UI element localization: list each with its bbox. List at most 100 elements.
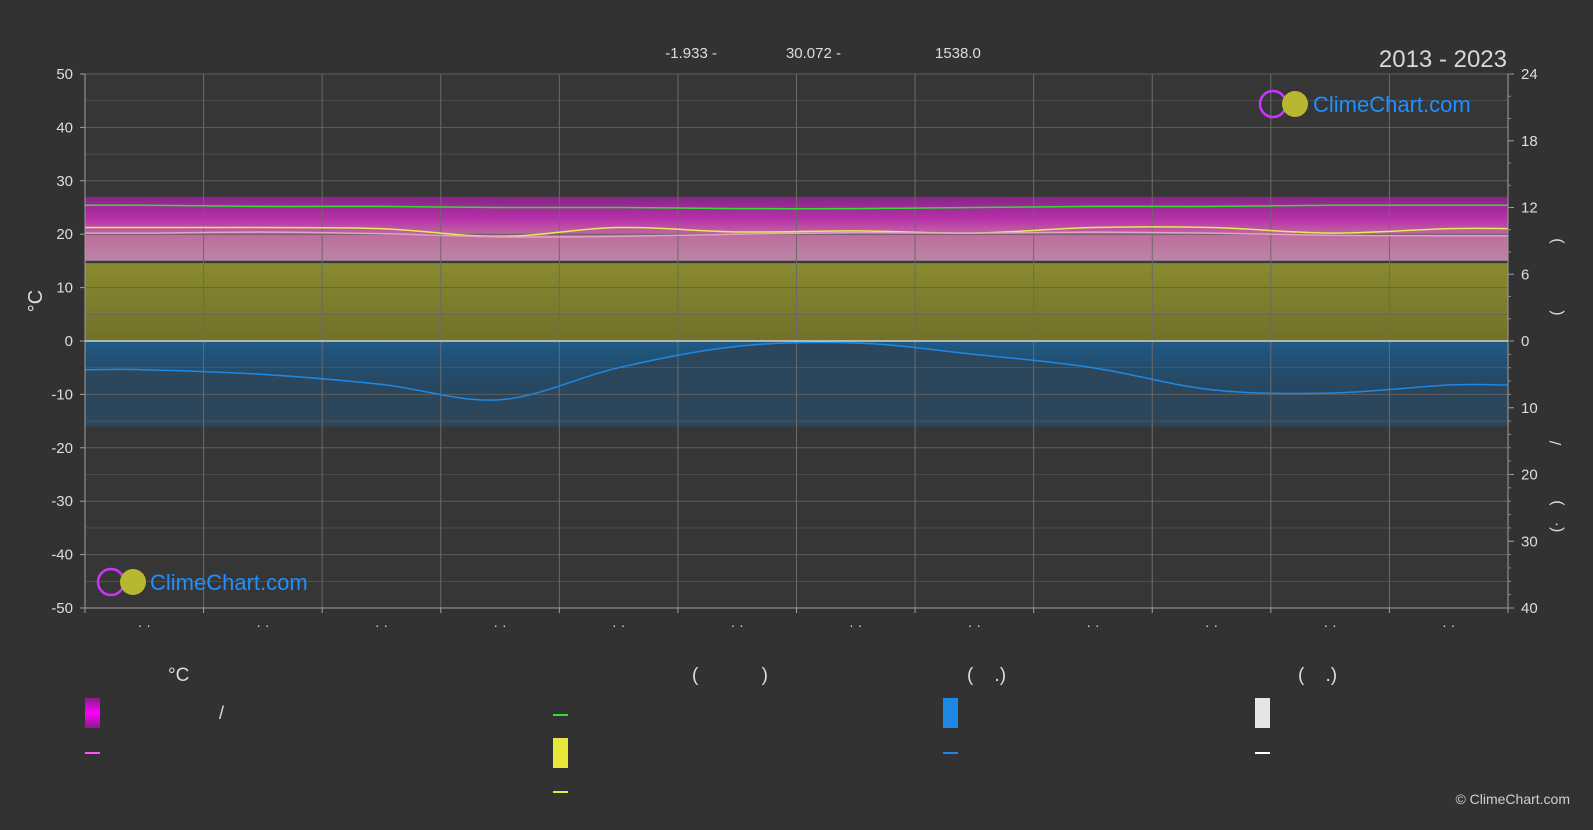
data-point-mean_temperature bbox=[499, 236, 501, 238]
left-tick-label: 20 bbox=[56, 226, 73, 243]
x-tick-label: · · bbox=[138, 617, 151, 633]
data-point-precipitation bbox=[1329, 392, 1331, 394]
data-point-sunshine bbox=[1092, 226, 1094, 229]
legend-swatch-yellow bbox=[553, 738, 568, 768]
data-point-mean_temperature bbox=[143, 232, 146, 234]
data-point-mean_temperature bbox=[1210, 232, 1213, 234]
data-point-mean_temperature bbox=[1329, 234, 1331, 237]
data-point-daylight bbox=[143, 204, 146, 207]
data-point-daylight bbox=[1210, 205, 1213, 208]
right-axis-ticks: 24 18 12 6 0 10 20 30 40 bbox=[1508, 66, 1538, 617]
data-point-daylight bbox=[736, 207, 739, 210]
stat-precip: 1538.0 bbox=[935, 45, 981, 62]
right-axis-label: / bbox=[1548, 440, 1565, 445]
data-point-sunshine bbox=[380, 227, 383, 230]
data-point-sunshine bbox=[854, 230, 857, 232]
left-tick-label: -10 bbox=[51, 386, 73, 403]
x-tick-label: · · bbox=[968, 617, 981, 633]
logo-top: ClimeChart.com bbox=[1258, 89, 1471, 119]
data-point-mean_temperature bbox=[736, 233, 739, 235]
data-point-sunshine bbox=[736, 231, 739, 233]
right-tick-label: 6 bbox=[1521, 266, 1529, 283]
legend-snow-head: ( .) bbox=[1298, 665, 1338, 686]
right-tick-label: 20 bbox=[1521, 467, 1538, 484]
x-tick-label: · · bbox=[612, 617, 625, 633]
x-tick-label: · · bbox=[493, 617, 506, 633]
series-line-daylight bbox=[85, 204, 1508, 210]
x-tick-label: · · bbox=[1086, 617, 1099, 633]
data-point-precipitation bbox=[1092, 366, 1094, 369]
right-tick-label: 40 bbox=[1521, 600, 1538, 617]
x-tick-label: · · bbox=[1442, 617, 1455, 633]
data-point-sunshine bbox=[1329, 232, 1331, 234]
legend-swatch-blue bbox=[943, 698, 958, 728]
right-axis-label: ) bbox=[1548, 238, 1565, 243]
data-point-precipitation bbox=[499, 398, 501, 401]
right-axis-label: (· bbox=[1548, 522, 1565, 533]
left-tick-label: -50 bbox=[51, 600, 73, 617]
right-tick-label: 24 bbox=[1521, 66, 1538, 83]
right-tick-label: 0 bbox=[1521, 333, 1529, 350]
data-point-daylight bbox=[617, 206, 620, 209]
data-point-daylight bbox=[499, 206, 501, 209]
data-point-sunshine bbox=[617, 226, 620, 229]
left-axis-ticks: 50 40 30 20 10 0 -10 -20 -30 -40 -50 bbox=[51, 66, 85, 617]
data-point-precipitation bbox=[1447, 384, 1450, 386]
data-point-precipitation bbox=[854, 342, 857, 344]
right-tick-label: 10 bbox=[1521, 400, 1538, 417]
data-point-precipitation bbox=[1210, 388, 1213, 391]
left-tick-label: -40 bbox=[51, 547, 73, 564]
data-point-daylight bbox=[1329, 204, 1331, 207]
right-tick-label: 18 bbox=[1521, 133, 1538, 150]
series-lines bbox=[85, 204, 1508, 401]
data-point-mean_temperature bbox=[380, 232, 383, 235]
left-tick-label: -30 bbox=[51, 493, 73, 510]
logo-bottom-text: ClimeChart.com bbox=[150, 570, 308, 595]
stat-max-temp: 30.072 - bbox=[786, 45, 841, 62]
legend-temp-separator: / bbox=[219, 703, 225, 723]
data-point-daylight bbox=[973, 206, 976, 209]
data-point-mean_temperature bbox=[617, 235, 620, 238]
right-axis-labels: ) (/) (· bbox=[1548, 238, 1565, 532]
left-tick-label: 50 bbox=[56, 66, 73, 83]
x-tick-label: · · bbox=[375, 617, 388, 633]
y-axis-label-left: °C bbox=[25, 290, 47, 312]
right-tick-label: 12 bbox=[1521, 200, 1538, 217]
x-tick-label: · · bbox=[1205, 617, 1218, 633]
copyright: © ClimeChart.com bbox=[1455, 791, 1570, 807]
chart-title: 2013 - 2023 bbox=[1379, 46, 1507, 73]
data-point-sunshine bbox=[262, 226, 264, 229]
data-point-daylight bbox=[262, 205, 264, 208]
legend-temp-head: °C bbox=[168, 665, 190, 686]
x-tick-label: · · bbox=[256, 617, 269, 633]
data-point-sunshine bbox=[143, 226, 146, 229]
data-point-mean_temperature bbox=[1447, 235, 1450, 237]
legend-swatch-magenta bbox=[85, 698, 100, 728]
data-point-sunshine bbox=[1210, 226, 1213, 229]
data-point-mean_temperature bbox=[262, 231, 264, 233]
series-line-sunshine bbox=[85, 226, 1508, 238]
stat-min-temp: -1.933 - bbox=[665, 45, 717, 62]
data-point-precipitation bbox=[143, 368, 146, 371]
data-point-daylight bbox=[380, 205, 383, 208]
legend-swatch-white bbox=[1255, 698, 1270, 728]
logo-sun-icon bbox=[1282, 91, 1308, 117]
data-point-precipitation bbox=[617, 366, 620, 369]
x-tick-label: · · bbox=[849, 617, 862, 633]
x-tick-label: · · bbox=[731, 617, 744, 633]
data-point-mean_temperature bbox=[973, 232, 976, 234]
left-tick-label: 10 bbox=[56, 280, 73, 297]
data-point-precipitation bbox=[380, 383, 383, 386]
legend-rain-head: ( .) bbox=[967, 665, 1007, 686]
legend-sun-head: ( ) bbox=[692, 665, 768, 686]
data-point-mean_temperature bbox=[1092, 231, 1094, 233]
logo-top-text: ClimeChart.com bbox=[1313, 92, 1471, 117]
logo-bottom: ClimeChart.com bbox=[96, 567, 308, 597]
data-point-sunshine bbox=[1447, 227, 1450, 230]
left-tick-label: -20 bbox=[51, 440, 73, 457]
series-line-precipitation bbox=[85, 341, 1508, 401]
left-tick-label: 40 bbox=[56, 119, 73, 136]
right-axis-label: ) bbox=[1548, 500, 1565, 505]
